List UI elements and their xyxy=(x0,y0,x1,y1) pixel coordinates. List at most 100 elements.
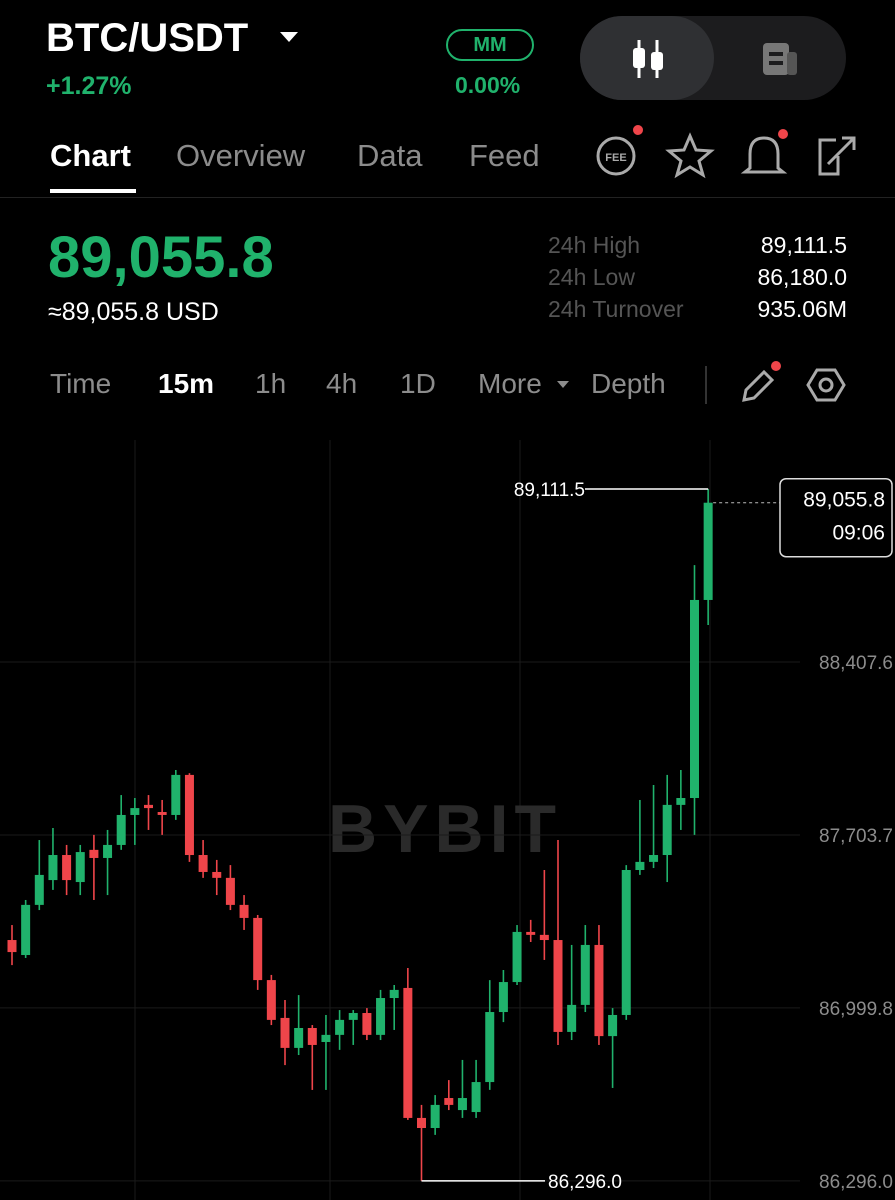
stat-value: 935.06M xyxy=(757,296,847,322)
candle-body xyxy=(608,1014,618,1037)
candle-body xyxy=(157,812,167,815)
candle-body xyxy=(130,808,140,815)
candle-icon xyxy=(633,40,663,78)
candle-body xyxy=(335,1019,345,1035)
candle-body xyxy=(553,940,563,1032)
candle-body xyxy=(662,804,672,856)
tool-icons xyxy=(705,361,846,404)
stat-label: 24h Turnover xyxy=(548,296,684,322)
candle-body xyxy=(471,1082,481,1113)
bell-icon[interactable] xyxy=(740,129,788,174)
candle-body xyxy=(649,855,659,862)
candle-body xyxy=(89,849,99,858)
candle-body xyxy=(198,855,208,872)
last-price-box xyxy=(779,477,893,558)
candle-body xyxy=(539,934,549,941)
tab-underline xyxy=(50,189,136,193)
candle-body xyxy=(103,844,113,858)
stat-label: 24h Low xyxy=(548,264,635,290)
candle-body xyxy=(7,940,17,953)
candle-body xyxy=(307,1027,317,1045)
candle-body xyxy=(253,917,263,981)
candle-body xyxy=(362,1013,372,1035)
candle-body xyxy=(116,814,126,845)
share-icon[interactable] xyxy=(818,136,856,176)
candle-body xyxy=(635,861,645,871)
mm-value: 0.00% xyxy=(455,72,521,98)
dropdown-icon[interactable] xyxy=(278,30,300,44)
watermark: BYBIT xyxy=(328,791,562,867)
draw-icon[interactable] xyxy=(742,361,781,402)
tab[interactable]: Overview xyxy=(176,138,306,173)
interval[interactable]: Depth xyxy=(591,368,666,399)
interval[interactable]: Time xyxy=(50,368,112,399)
stat-value: 89,111.5 xyxy=(760,232,847,258)
candle-body xyxy=(376,998,386,1035)
stat-value: 86,180.0 xyxy=(757,264,847,290)
candle-body xyxy=(184,774,194,856)
candle-body xyxy=(212,871,222,878)
mm-badge[interactable]: MM xyxy=(446,29,534,61)
interval[interactable]: More xyxy=(478,368,542,399)
candle-body xyxy=(485,1012,495,1083)
candle-body xyxy=(526,931,536,935)
y-tick-label: 86,999.8 xyxy=(819,999,893,1020)
pair[interactable]: BTC/USDT xyxy=(46,16,249,60)
candle-body xyxy=(498,982,508,1013)
candle-body xyxy=(430,1104,440,1129)
tab-icons: FEE xyxy=(596,125,856,179)
last-price-label: 89,055.8 xyxy=(803,489,885,512)
tab[interactable]: Chart xyxy=(50,138,131,173)
fee-icon[interactable]: FEE xyxy=(596,125,643,176)
candle-body xyxy=(321,1034,331,1043)
y-tick-label: 87,703.7 xyxy=(819,826,893,847)
candle-body xyxy=(690,599,699,799)
candle-body xyxy=(348,1013,358,1020)
candle-body xyxy=(417,1117,426,1129)
interval[interactable]: 1h xyxy=(255,368,287,399)
candle-body xyxy=(48,855,58,881)
more-arrow xyxy=(557,381,569,388)
low-label: 86,296.0 xyxy=(548,1172,622,1193)
candle-body xyxy=(239,904,249,918)
list-icon[interactable] xyxy=(760,40,800,80)
candle-body xyxy=(594,944,604,1037)
candle-body xyxy=(171,774,181,815)
price-usd: ≈89,055.8 USD xyxy=(48,298,219,326)
candle-body xyxy=(703,502,713,600)
candle-body xyxy=(21,904,31,956)
settings-icon[interactable] xyxy=(806,368,846,402)
high-label: 89,111.5 xyxy=(514,480,585,501)
change: +1.27% xyxy=(46,72,132,100)
candle-body xyxy=(280,1017,290,1048)
candle-body xyxy=(62,855,72,881)
svg-text:FEE: FEE xyxy=(605,152,626,164)
separator xyxy=(0,197,895,198)
candle-body xyxy=(34,874,44,905)
star-icon[interactable] xyxy=(665,132,715,179)
candle-body xyxy=(225,877,235,905)
candle-view[interactable] xyxy=(580,16,714,100)
y-tick-label: 88,407.6 xyxy=(819,653,893,674)
candle-body xyxy=(389,989,399,999)
candle-body xyxy=(457,1098,467,1111)
candle-body xyxy=(403,987,413,1118)
candle-body xyxy=(621,870,631,1015)
interval[interactable]: 1D xyxy=(400,368,436,399)
tab[interactable]: Data xyxy=(357,138,423,173)
candle-body xyxy=(567,1004,577,1032)
candle-body xyxy=(294,1027,304,1048)
candle-body xyxy=(580,944,590,1005)
interval[interactable]: 4h xyxy=(326,368,358,399)
last-price: 89,055.8 xyxy=(48,225,274,290)
candle-body xyxy=(75,852,85,883)
candle-body xyxy=(444,1098,454,1105)
candle-body xyxy=(144,804,153,809)
tab[interactable]: Feed xyxy=(469,138,540,173)
interval[interactable]: 15m xyxy=(158,368,215,399)
candle-body xyxy=(676,798,686,805)
last-time: 09:06 xyxy=(832,522,885,545)
stat-label: 24h High xyxy=(548,232,641,258)
